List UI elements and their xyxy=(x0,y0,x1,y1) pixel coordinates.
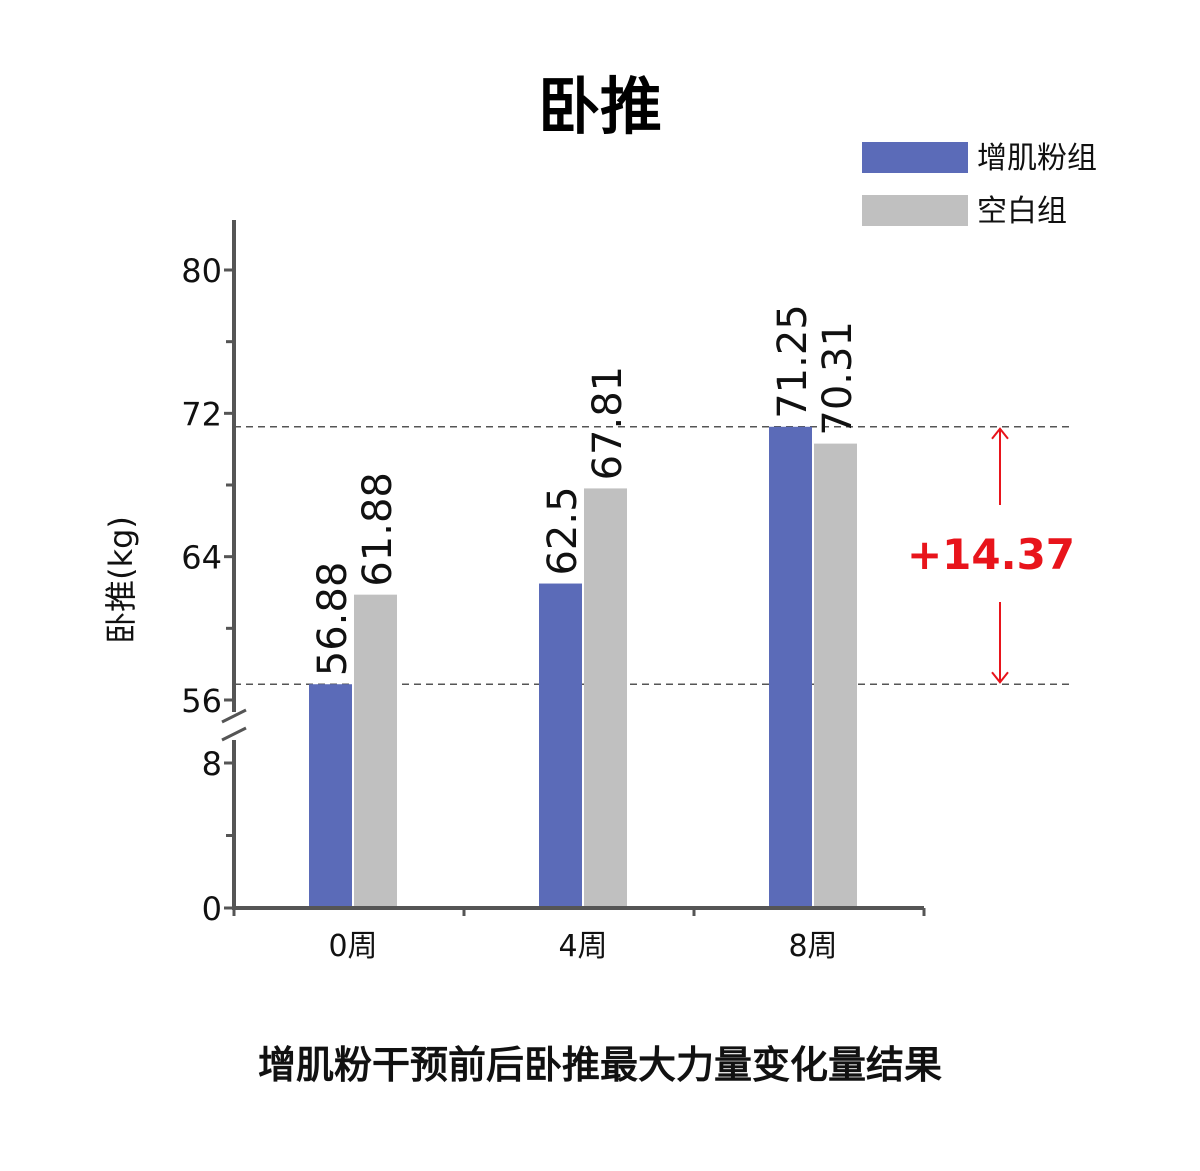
data-label: 56.88 xyxy=(310,562,356,677)
x-tick-label: 4周 xyxy=(558,929,607,964)
legend-label-0: 增肌粉组 xyxy=(977,141,1097,176)
legend-label-1: 空白组 xyxy=(977,194,1067,229)
y-tick-label: 80 xyxy=(181,252,222,290)
legend: 增肌粉组 空白组 xyxy=(862,141,1097,229)
y-axis-label: 卧推(kg) xyxy=(102,516,140,644)
axis-break-mark xyxy=(221,726,247,742)
data-label: 61.88 xyxy=(355,472,401,587)
x-tick-label: 8周 xyxy=(788,929,837,964)
difference-annotation: +14.37 xyxy=(907,530,1075,579)
x-tick-label: 0周 xyxy=(328,929,377,964)
legend-swatch-gray xyxy=(862,195,968,226)
legend-swatch-blue xyxy=(862,142,968,173)
data-label: 71.25 xyxy=(770,304,816,419)
y-tick-label: 8 xyxy=(202,745,222,783)
data-label: 62.5 xyxy=(540,486,586,575)
y-tick-label: 56 xyxy=(181,682,222,720)
bar-control xyxy=(814,443,857,906)
y-tick-label: 0 xyxy=(202,890,222,928)
axis-break-mark xyxy=(221,708,247,724)
arrow-up-icon xyxy=(991,427,1009,440)
bar-control xyxy=(354,594,397,906)
data-label: 67.81 xyxy=(585,366,631,481)
data-label: 70.31 xyxy=(815,321,861,436)
chart-caption: 增肌粉干预前后卧推最大力量变化量结果 xyxy=(258,1043,942,1087)
bar-control xyxy=(584,488,627,906)
chart-title: 卧推 xyxy=(538,70,662,143)
bar-supplement xyxy=(309,684,352,906)
y-tick-label: 64 xyxy=(181,539,222,577)
bar-supplement xyxy=(769,426,812,906)
bar-supplement xyxy=(539,583,582,906)
arrow-down-icon xyxy=(991,671,1009,684)
y-tick-label: 72 xyxy=(181,395,222,433)
